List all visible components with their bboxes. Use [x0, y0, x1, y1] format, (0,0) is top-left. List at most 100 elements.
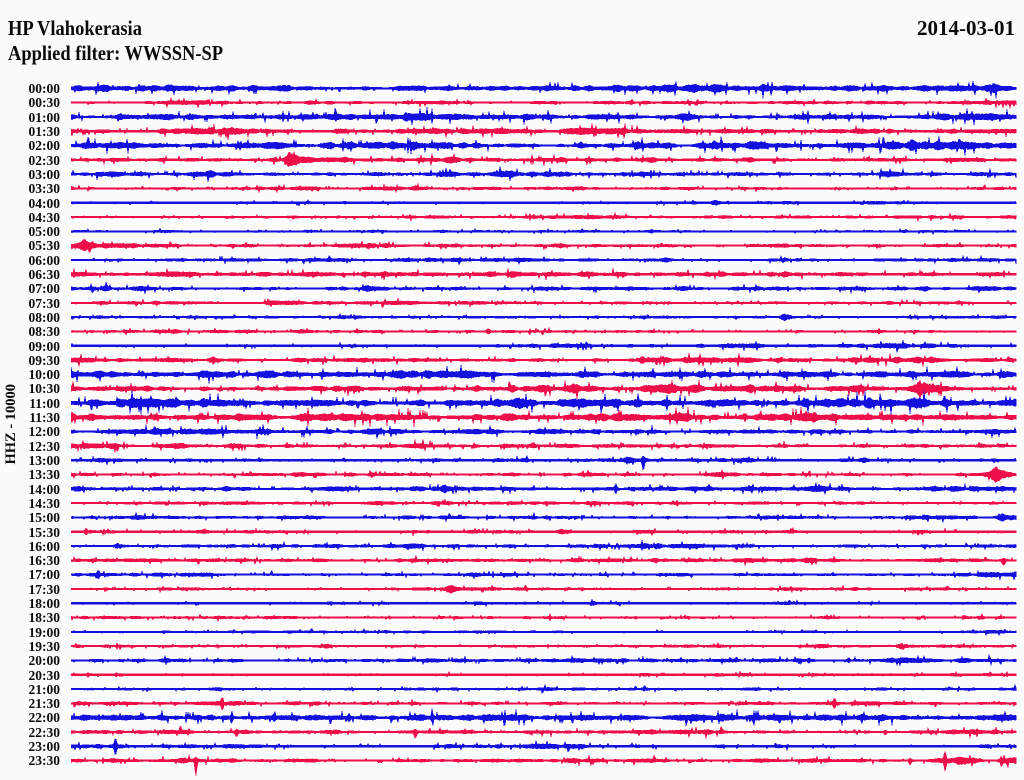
- row-time-label: 23:30: [28, 753, 61, 769]
- trace-row-1330: [70, 466, 1017, 483]
- trace-row-0200: [70, 136, 1017, 156]
- trace-row-1400: [70, 481, 1017, 496]
- trace-row-1500: [70, 511, 1017, 524]
- trace-row-0700: [70, 281, 1017, 295]
- station-title: HP Vlahokerasia: [8, 16, 142, 40]
- row-time-label: 05:00: [28, 224, 61, 240]
- row-time-label: 04:00: [28, 195, 61, 211]
- trace-row-2300: [70, 738, 1017, 755]
- trace-row-1630: [70, 554, 1017, 567]
- row-time-label: 21:30: [28, 696, 61, 712]
- trace-row-1130: [70, 406, 1017, 427]
- trace-row-1230: [70, 439, 1017, 453]
- row-time-label: 02:00: [28, 138, 61, 154]
- row-time-label: 11:00: [29, 395, 60, 411]
- row-time-label: 13:00: [28, 453, 61, 468]
- trace-row-0500: [70, 227, 1017, 235]
- trace-row-0900: [70, 339, 1017, 354]
- trace-row-1530: [70, 527, 1017, 537]
- trace-row-0430: [70, 211, 1017, 223]
- trace-row-2200: [70, 708, 1017, 727]
- row-time-label: 11:30: [29, 410, 60, 426]
- trace-row-1100: [70, 390, 1017, 416]
- row-time-label: 05:30: [28, 238, 61, 254]
- row-time-label: 08:30: [28, 324, 61, 340]
- trace-row-2030: [70, 670, 1017, 679]
- trace-row-1900: [70, 627, 1017, 637]
- trace-row-2230: [70, 725, 1017, 739]
- row-time-label: 20:30: [28, 667, 61, 683]
- row-time-label: 03:00: [28, 166, 61, 182]
- filter-label: Applied filter: WWSSN-SP: [8, 41, 224, 65]
- plot-date: 2014-03-01: [917, 16, 1015, 40]
- trace-row-0400: [70, 199, 1017, 207]
- row-time-label: 22:00: [28, 710, 61, 726]
- trace-row-1030: [70, 379, 1017, 401]
- trace-row-0300: [70, 166, 1017, 183]
- trace-row-1700: [70, 570, 1017, 581]
- row-time-label: 15:00: [28, 510, 61, 526]
- trace-row-1430: [70, 498, 1017, 508]
- row-time-label: 12:00: [28, 424, 61, 440]
- row-time-label: 09:00: [28, 338, 61, 354]
- trace-row-1600: [70, 539, 1017, 552]
- row-time-label: 04:30: [28, 209, 61, 225]
- row-time-label: 17:30: [28, 581, 61, 597]
- row-time-label: 10:30: [28, 381, 61, 397]
- row-time-label: 14:00: [28, 481, 61, 497]
- row-time-label: 15:30: [28, 524, 61, 540]
- row-time-label: 18:30: [28, 610, 61, 626]
- row-time-label: 16:30: [28, 553, 61, 569]
- trace-row-1730: [70, 584, 1017, 594]
- trace-row-2330: [70, 750, 1017, 776]
- trace-row-0100: [70, 107, 1017, 126]
- trace-row-1800: [70, 598, 1017, 608]
- row-time-label: 07:00: [28, 281, 61, 297]
- trace-row-2000: [70, 653, 1017, 667]
- trace-row-1300: [70, 455, 1017, 471]
- row-time-label: 01:00: [28, 109, 61, 125]
- trace-row-2100: [70, 683, 1017, 694]
- row-time-label: 22:30: [28, 724, 61, 740]
- row-time-label: 12:30: [28, 438, 61, 454]
- row-time-label: 16:00: [28, 538, 61, 554]
- row-time-label: 18:00: [28, 596, 61, 612]
- row-time-label: 20:00: [28, 653, 61, 669]
- row-time-label: 01:30: [28, 124, 61, 139]
- row-time-label: 19:00: [28, 624, 61, 640]
- trace-row-0600: [70, 254, 1017, 266]
- row-time-label: 13:30: [28, 467, 61, 483]
- trace-row-1000: [70, 365, 1017, 384]
- row-time-label: 09:30: [28, 352, 61, 368]
- trace-row-2130: [70, 697, 1017, 711]
- row-time-label: 07:30: [28, 295, 61, 311]
- trace-row-0030: [70, 96, 1017, 110]
- trace-row-0800: [70, 312, 1017, 322]
- row-time-label: 14:30: [28, 495, 61, 511]
- trace-row-0230: [70, 150, 1017, 168]
- row-time-label: 17:00: [28, 567, 61, 583]
- trace-row-0730: [70, 297, 1017, 308]
- row-time-label: 06:00: [28, 252, 61, 268]
- row-time-label: 08:00: [28, 309, 61, 325]
- trace-row-0530: [70, 238, 1017, 253]
- trace-row-0830: [70, 326, 1017, 336]
- row-time-label: 10:00: [28, 367, 61, 383]
- row-time-label: 23:00: [28, 739, 61, 755]
- trace-row-0130: [70, 123, 1017, 140]
- row-time-label: 06:30: [28, 267, 61, 283]
- row-time-label: 03:30: [28, 181, 61, 197]
- row-time-label: 00:00: [28, 81, 61, 97]
- row-time-label: 02:30: [28, 152, 61, 168]
- trace-row-0930: [70, 353, 1017, 368]
- row-time-label: 19:30: [28, 638, 61, 654]
- row-time-label: 21:00: [28, 681, 61, 697]
- row-time-label: 00:30: [28, 95, 61, 111]
- trace-row-1200: [70, 424, 1017, 440]
- trace-row-0630: [70, 267, 1017, 281]
- trace-row-1930: [70, 642, 1017, 651]
- trace-row-0330: [70, 182, 1017, 193]
- trace-row-0000: [70, 80, 1017, 99]
